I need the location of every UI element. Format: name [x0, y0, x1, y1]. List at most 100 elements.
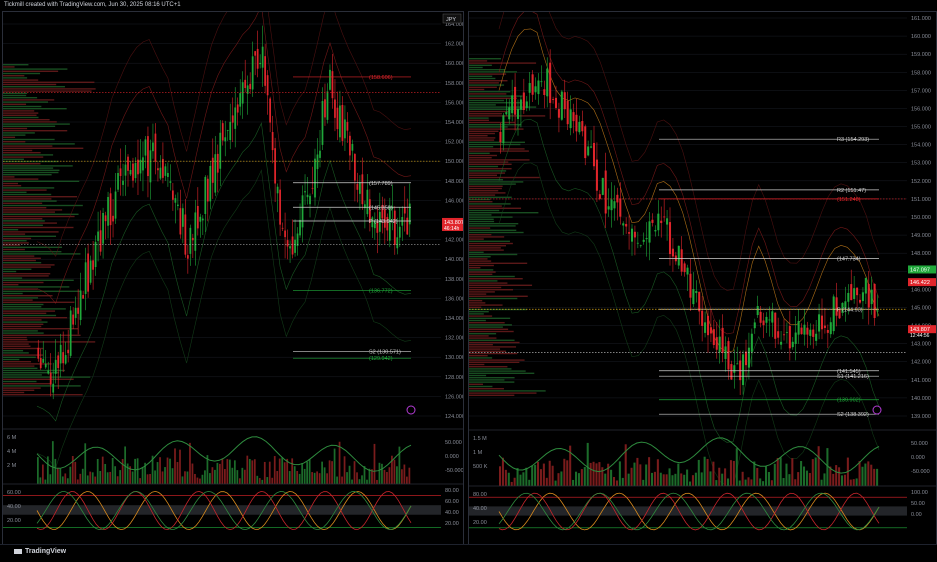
oscillator-line: [36, 490, 412, 531]
volume-profile-bar: [3, 229, 19, 231]
volume-profile-bar: [469, 58, 501, 60]
candle-body: [835, 297, 838, 316]
volume-profile-bar: [3, 290, 82, 292]
right-chart-panel[interactable]: 161.000 160.000 159.000 158.000 157.000 156.0…: [468, 11, 937, 545]
volume-profile-bar: [3, 182, 19, 185]
volume-profile-bar: [3, 259, 36, 262]
volume-bar: [338, 441, 341, 484]
volume-bar: [624, 444, 627, 486]
volume-profile-bar: [469, 214, 492, 216]
alert-icon: [406, 405, 416, 415]
volume-profile-bar: [3, 389, 35, 391]
candle-body: [870, 289, 873, 305]
volume-profile-bar: [3, 103, 27, 105]
volume-profile-bar: [3, 242, 29, 244]
candle-body: [698, 291, 701, 312]
candle-body: [311, 187, 314, 189]
candle-body: [768, 319, 771, 321]
volume-profile-bar: [3, 77, 28, 79]
volume-bar: [838, 467, 841, 486]
volume-bar: [712, 461, 715, 486]
candle-body: [196, 205, 199, 229]
volume-profile-bar: [469, 82, 499, 84]
tradingview-logo[interactable]: TradingView: [14, 548, 66, 555]
volume-bar: [531, 465, 534, 486]
volume-bar: [199, 478, 201, 484]
candle-body: [229, 121, 232, 141]
candle-body: [747, 347, 750, 368]
volume-profile-bar: [469, 374, 487, 377]
candle-body: [756, 305, 759, 316]
volume-bar: [271, 477, 274, 484]
volume-bar: [548, 460, 551, 486]
candle-body: [191, 237, 194, 241]
volume-profile-bar: [469, 324, 512, 326]
current-price-label: 143.807: [444, 220, 463, 226]
volume-bar: [499, 466, 502, 486]
candle-body: [806, 327, 809, 335]
candle-body: [785, 332, 788, 333]
price-axis-label: 146.000: [445, 198, 463, 204]
volume-profile-bar: [3, 176, 15, 178]
candle-body: [256, 48, 259, 69]
volume-bar: [186, 471, 189, 484]
volume-bar: [642, 479, 645, 486]
candle-body: [560, 91, 563, 120]
volume-bar: [316, 471, 318, 484]
price-axis-label: 161.000: [911, 16, 931, 22]
candle-body: [249, 83, 252, 90]
volume-profile-bar: [469, 170, 507, 172]
tradingview-brand-text: TradingView: [25, 548, 67, 555]
candle-body: [525, 101, 528, 108]
volume-profile-bar: [3, 108, 67, 110]
volume-profile-bar: [3, 196, 78, 198]
volume-bar: [522, 472, 525, 486]
right-chart-svg[interactable]: 161.000 160.000 159.000 158.000 157.000 156.0…: [469, 12, 936, 544]
candle-body: [164, 166, 167, 176]
upper-band-line: [498, 12, 880, 335]
volume-bar: [296, 470, 299, 484]
volume-bar: [858, 461, 861, 486]
volume-bar: [398, 446, 401, 484]
candle-body: [79, 290, 82, 320]
volume-profile-bar: [3, 90, 92, 92]
candle-body: [625, 223, 628, 227]
oscillator-line: [36, 490, 412, 531]
candle-body: [102, 212, 104, 244]
oscillator-band: [469, 506, 907, 516]
volume-bar: [586, 442, 589, 486]
volume-bar: [176, 462, 179, 484]
volume-profile-bar: [3, 330, 38, 332]
volume-bar: [258, 478, 261, 484]
volume-profile-bar: [469, 291, 495, 293]
volume-bar: [668, 468, 671, 486]
volume-profile-bar: [469, 150, 529, 152]
left-chart-panel[interactable]: 164.000 162.000 160.000 158.000 156.000 154.0…: [2, 11, 464, 545]
left-chart-svg[interactable]: 164.000 162.000 160.000 158.000 156.000 154.0…: [3, 12, 463, 544]
volume-profile-bar: [469, 174, 498, 176]
candle-body: [349, 135, 351, 156]
volume-profile-bar: [3, 213, 79, 215]
candle-body: [52, 383, 55, 393]
volume-profile-bar: [469, 192, 506, 194]
volume-bar: [358, 479, 361, 484]
candle-body: [607, 206, 610, 210]
volume-bar: [876, 468, 879, 486]
volume-profile-bar: [469, 317, 511, 319]
volume-profile-bar: [3, 86, 65, 88]
volume-profile-bar: [3, 268, 32, 270]
volume-profile-bar: [3, 306, 42, 308]
candle-body: [109, 193, 112, 226]
volume-bar: [401, 469, 403, 484]
macd-axis-label: -50.000: [445, 468, 463, 474]
candle-body: [366, 189, 369, 215]
countdown-label: 12:44:56: [910, 333, 930, 339]
candle-body: [502, 115, 505, 144]
volume-profile-bar: [3, 72, 41, 75]
volume-bar: [139, 478, 141, 484]
volume-profile-bar: [3, 130, 68, 132]
pivot-level-label: (151.248): [837, 197, 861, 203]
candle-body: [251, 56, 254, 90]
volume-profile-bar: [469, 348, 501, 350]
volume-profile-bar: [3, 257, 41, 259]
